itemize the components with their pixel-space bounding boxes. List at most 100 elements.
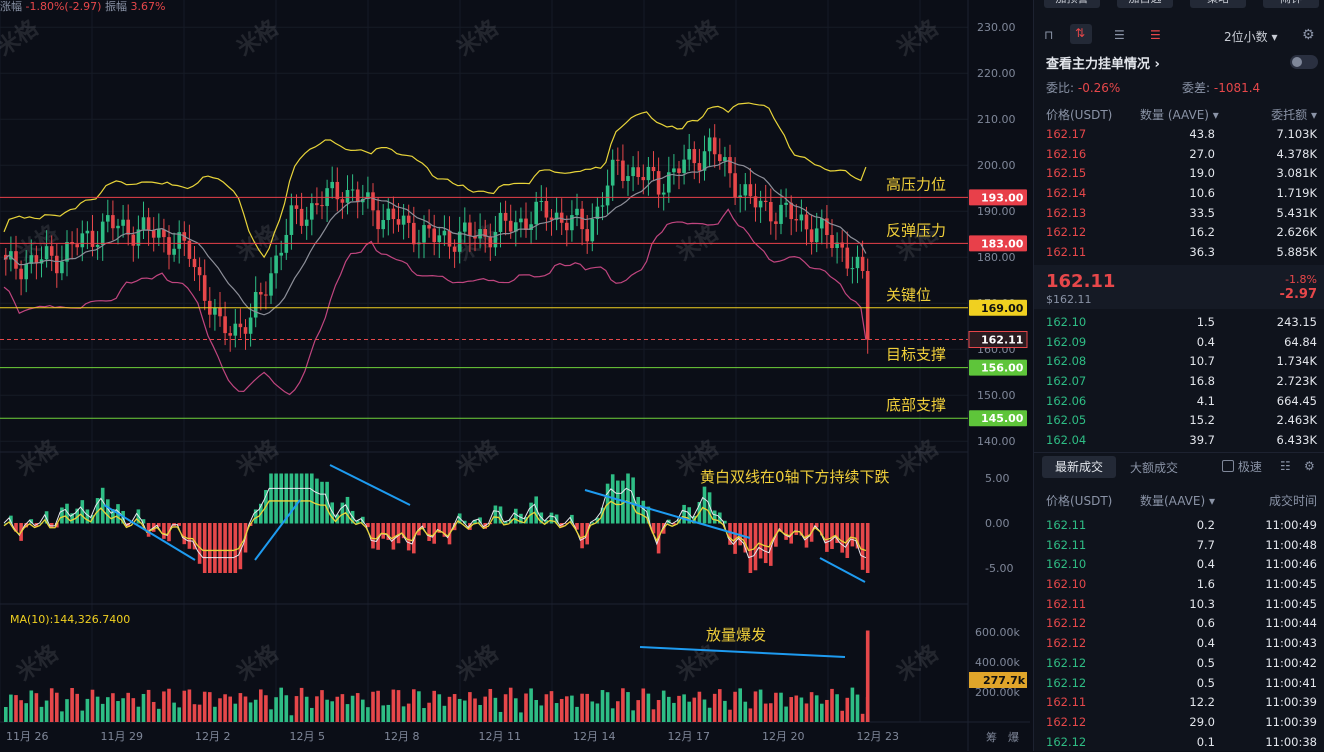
candle-body xyxy=(539,200,544,202)
trade-row[interactable]: 162.11 0.2 11:00:49 xyxy=(1034,516,1324,536)
volume-bar xyxy=(208,692,212,722)
trade-col-time: 成交时间 xyxy=(1268,494,1317,508)
bid-row[interactable]: 162.05 15.2 2.463K xyxy=(1034,411,1324,431)
strategy-button[interactable]: 策略 xyxy=(1190,0,1246,8)
candle-body xyxy=(238,323,243,328)
candle-body xyxy=(406,215,411,223)
trade-third: 11:00:48 xyxy=(1265,537,1317,552)
macd-bar xyxy=(850,523,855,547)
bid-row[interactable]: 162.10 1.5 243.15 xyxy=(1034,313,1324,333)
candle-body xyxy=(845,247,850,269)
candle-body xyxy=(605,185,610,206)
trade-row[interactable]: 162.12 0.4 11:00:43 xyxy=(1034,634,1324,654)
candle-body xyxy=(350,189,355,191)
trade-row[interactable]: 162.11 12.2 11:00:39 xyxy=(1034,693,1324,713)
volume-bar xyxy=(223,694,227,722)
volume-bar xyxy=(294,696,299,722)
ask-row[interactable]: 162.14 10.6 1.719K xyxy=(1034,184,1324,204)
ask-row[interactable]: 162.11 36.3 5.885K xyxy=(1034,243,1324,263)
volume-bar xyxy=(707,707,712,722)
bid-row[interactable]: 162.09 0.4 64.84 xyxy=(1034,333,1324,353)
order-book-buy-icon[interactable]: ☰ xyxy=(1114,28,1125,42)
candle-body xyxy=(758,200,763,208)
filter-icon[interactable]: ☷ xyxy=(1280,459,1291,473)
burst-button-label: 爆 xyxy=(1008,730,1019,744)
trades-settings-icon[interactable]: ⚙ xyxy=(1304,459,1315,473)
trade-row[interactable]: 162.10 0.4 11:00:46 xyxy=(1034,555,1324,575)
wei-cha: 委差: -1081.4 xyxy=(1182,79,1260,96)
order-book-both-icon[interactable]: ⊓ xyxy=(1044,28,1054,42)
bid-row[interactable]: 162.08 10.7 1.734K xyxy=(1034,352,1324,372)
col-amount[interactable]: 委托额 ▾ xyxy=(1271,108,1317,122)
volume-bar xyxy=(259,689,263,722)
volume-bar xyxy=(753,691,758,722)
macd-bar xyxy=(549,512,554,524)
volume-bar xyxy=(835,694,839,722)
candle-body xyxy=(636,167,640,178)
macd-bar xyxy=(355,520,360,524)
trade-row[interactable]: 162.11 7.7 11:00:48 xyxy=(1034,536,1324,556)
macd-bar xyxy=(422,523,426,528)
ask-qty: 10.6 xyxy=(1189,186,1215,201)
trade-row[interactable]: 162.12 0.5 11:00:42 xyxy=(1034,654,1324,674)
add-watchlist-button[interactable]: 加自选 xyxy=(1117,0,1173,8)
macd-bar xyxy=(804,523,809,548)
bid-price: 162.06 xyxy=(1046,393,1087,408)
bid-qty: 16.8 xyxy=(1189,374,1215,389)
volume-bar xyxy=(503,694,508,722)
ask-row[interactable]: 162.17 43.8 7.103K xyxy=(1034,125,1324,145)
ask-row[interactable]: 162.15 19.0 3.081K xyxy=(1034,164,1324,184)
volume-bar xyxy=(631,710,635,722)
watermark-text: 米格 xyxy=(672,639,724,686)
bid-row[interactable]: 162.07 16.8 2.723K xyxy=(1034,372,1324,392)
trade-col-qty[interactable]: 数量(AAVE) ▾ xyxy=(1140,494,1215,508)
view-toggle-active[interactable]: ⇅ xyxy=(1070,24,1092,44)
bid-row[interactable]: 162.06 4.1 664.45 xyxy=(1034,392,1324,412)
volume-bar xyxy=(182,690,187,722)
trade-row[interactable]: 162.12 0.6 11:00:44 xyxy=(1034,614,1324,634)
add-alert-button[interactable]: 加预警 xyxy=(1044,0,1100,8)
candle-body xyxy=(784,202,788,205)
trade-price: 162.11 xyxy=(1046,695,1087,710)
bid-row[interactable]: 162.04 39.7 6.433K xyxy=(1034,431,1324,451)
macd-bar xyxy=(345,496,350,524)
main-force-link[interactable]: 查看主力挂单情况 › xyxy=(1046,53,1160,72)
change-label: 涨幅 xyxy=(0,0,22,13)
tab-large-trades[interactable]: 大额成交 xyxy=(1130,461,1179,475)
fast-mode-label: 极速 xyxy=(1237,460,1262,474)
ask-price: 162.14 xyxy=(1046,186,1087,201)
fast-mode-checkbox[interactable]: 极速 xyxy=(1222,458,1262,475)
macd-bar xyxy=(320,481,324,524)
trade-row[interactable]: 162.10 1.6 11:00:45 xyxy=(1034,575,1324,595)
trade-col-price: 价格(USDT) xyxy=(1046,494,1113,508)
tab-latest-trades[interactable]: 最新成交 xyxy=(1042,456,1116,478)
trade-row[interactable]: 162.11 10.3 11:00:45 xyxy=(1034,595,1324,615)
trade-third: 11:00:45 xyxy=(1265,577,1317,592)
settings-icon[interactable]: ⚙ xyxy=(1302,27,1315,43)
volume-bar xyxy=(718,689,722,722)
ask-row[interactable]: 162.13 33.5 5.431K xyxy=(1034,204,1324,224)
macd-bar xyxy=(830,523,834,549)
level-tag-label: 156.00 xyxy=(981,362,1024,375)
alarm-button[interactable]: 闹钟 xyxy=(1263,0,1319,8)
macd-bar xyxy=(544,520,549,524)
trades-header: 价格(USDT) 数量(AAVE) ▾ 成交时间 xyxy=(1034,492,1324,511)
trade-row[interactable]: 162.12 0.5 11:00:41 xyxy=(1034,674,1324,694)
volume-tag-label: 277.7k xyxy=(983,674,1026,687)
candle-body xyxy=(463,222,467,232)
decimal-select[interactable]: 2位小数 ▾ xyxy=(1224,28,1278,45)
ask-row[interactable]: 162.12 16.2 2.626K xyxy=(1034,223,1324,243)
bid-qty: 0.4 xyxy=(1196,334,1215,349)
price-chart[interactable]: 230.00220.00210.00200.00190.00180.00170.… xyxy=(0,0,1030,751)
volume-bar xyxy=(656,700,661,722)
main-force-toggle[interactable] xyxy=(1290,55,1318,69)
volume-bar xyxy=(253,699,258,722)
macd-bar xyxy=(743,523,748,553)
col-qty[interactable]: 数量 (AAVE) ▾ xyxy=(1140,108,1219,122)
order-book-list-icon[interactable]: ☰ xyxy=(1150,28,1161,42)
candle-body xyxy=(514,222,518,232)
trade-row[interactable]: 162.12 29.0 11:00:39 xyxy=(1034,713,1324,733)
ask-row[interactable]: 162.16 27.0 4.378K xyxy=(1034,145,1324,165)
volume-bar xyxy=(197,704,202,722)
trade-row[interactable]: 162.12 0.1 11:00:38 xyxy=(1034,733,1324,752)
